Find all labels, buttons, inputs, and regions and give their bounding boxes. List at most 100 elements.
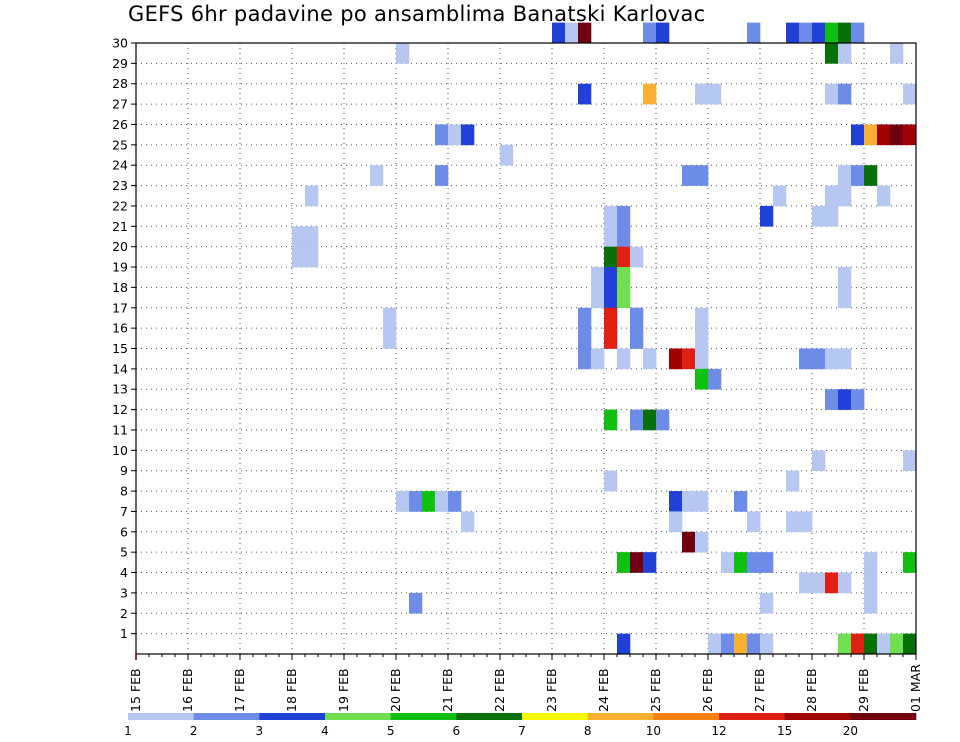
colorbar-label: 4 — [321, 724, 329, 738]
precip-cell — [643, 409, 657, 431]
colorbar-swatch — [128, 713, 194, 720]
precip-cell — [851, 165, 865, 186]
y-tick-label: 10 — [112, 443, 128, 458]
colorbar-label: 5 — [387, 724, 395, 738]
precip-cell — [851, 124, 865, 146]
x-tick-label: 22 FEB — [492, 668, 507, 712]
colorbar-label: 8 — [584, 724, 592, 738]
precip-cell — [578, 83, 592, 105]
y-tick-label: 18 — [112, 280, 128, 295]
precip-cell — [838, 572, 852, 594]
colorbar: 1 2 3 4 5 6 7 8 10 12 15 20 — [124, 713, 917, 738]
y-tick-label: 17 — [112, 300, 128, 315]
precip-cell — [617, 205, 631, 227]
precip-cell — [825, 205, 839, 227]
precip-cell — [799, 511, 813, 533]
y-tick-label: 11 — [112, 422, 128, 437]
x-tick-label: 20 FEB — [388, 668, 403, 712]
precip-cell — [760, 633, 774, 655]
precip-cell — [669, 511, 683, 533]
x-tick-label: 28 FEB — [804, 668, 819, 712]
precip-cell — [799, 22, 813, 44]
precip-cell — [617, 348, 631, 370]
precipitation-cells — [292, 22, 917, 655]
precip-cell — [734, 633, 748, 655]
precip-cell — [838, 185, 852, 207]
precip-cell — [305, 226, 319, 247]
precip-cell — [838, 287, 852, 309]
precip-cell — [851, 22, 865, 44]
precip-cell — [435, 124, 449, 146]
precip-cell — [630, 307, 644, 329]
precip-cell — [305, 185, 319, 207]
precip-cell — [422, 491, 436, 512]
precip-cell — [656, 409, 670, 431]
precip-cell — [461, 511, 475, 533]
precip-cell — [682, 165, 696, 186]
precip-cell — [825, 348, 839, 370]
precip-cell — [825, 22, 839, 44]
precip-cell — [695, 368, 709, 390]
precip-cell — [695, 531, 709, 553]
colorbar-label: 2 — [190, 724, 198, 738]
precip-cell — [838, 389, 852, 410]
precip-cell — [552, 22, 566, 44]
precip-cell — [760, 552, 774, 573]
precip-cell — [838, 348, 852, 370]
colorbar-label: 12 — [711, 724, 726, 738]
precip-cell — [851, 389, 865, 410]
precip-cell — [864, 124, 878, 146]
colorbar-label: 3 — [256, 724, 264, 738]
y-tick-label: 26 — [112, 117, 128, 132]
precip-cell — [708, 368, 722, 390]
x-tick-label: 15 FEB — [128, 668, 143, 712]
precip-cell — [695, 348, 709, 370]
precip-cell — [786, 22, 800, 44]
precip-cell — [604, 267, 618, 288]
precip-cell — [383, 328, 397, 349]
x-tick-label: 19 FEB — [336, 668, 351, 712]
y-tick-label: 24 — [112, 158, 128, 173]
x-tick-label: 01 MAR — [908, 664, 923, 712]
precip-cell — [604, 246, 618, 268]
precip-cell — [565, 22, 579, 44]
precip-cell — [591, 267, 605, 288]
precip-cell — [877, 185, 891, 207]
precip-cell — [643, 83, 657, 105]
precip-cell — [617, 287, 631, 309]
precip-cell — [695, 83, 709, 105]
precip-cell — [292, 226, 306, 247]
precip-cell — [643, 348, 657, 370]
precip-cell — [890, 633, 904, 655]
colorbar-label: 1 — [124, 724, 132, 738]
precip-cell — [617, 246, 631, 268]
x-tick-label: 27 FEB — [752, 668, 767, 712]
colorbar-label: 10 — [646, 724, 661, 738]
precip-cell — [617, 267, 631, 288]
colorbar-swatch — [653, 713, 720, 720]
precip-cell — [812, 205, 826, 227]
precip-cell — [864, 552, 878, 573]
colorbar-swatch — [193, 713, 260, 720]
precip-cell — [812, 22, 826, 44]
precip-cell — [825, 572, 839, 594]
precip-cell — [747, 633, 761, 655]
x-tick-label: 17 FEB — [232, 668, 247, 712]
precip-cell — [695, 307, 709, 329]
precip-cell — [838, 633, 852, 655]
precip-cell — [448, 124, 462, 146]
precip-cell — [617, 552, 631, 573]
precip-cell — [435, 165, 449, 186]
precip-cell — [617, 226, 631, 247]
precip-cell — [721, 552, 735, 573]
y-tick-label: 22 — [112, 198, 128, 213]
precip-cell — [630, 552, 644, 573]
colorbar-label: 15 — [777, 724, 792, 738]
precip-cell — [890, 124, 904, 146]
precip-cell — [695, 165, 709, 186]
precip-cell — [461, 124, 475, 146]
y-tick-label: 29 — [112, 56, 128, 71]
precip-cell — [864, 572, 878, 594]
precip-cell — [760, 592, 774, 614]
precip-cell — [578, 328, 592, 349]
